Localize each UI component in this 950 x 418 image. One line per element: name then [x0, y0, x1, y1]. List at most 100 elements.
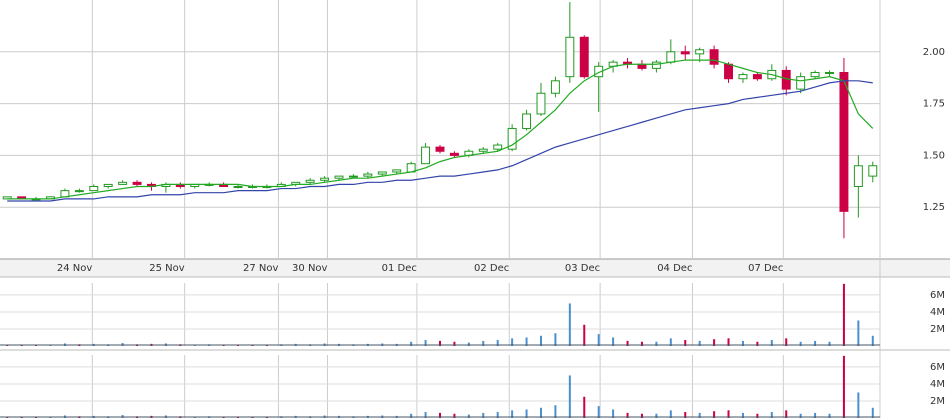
- candle-body: [709, 49, 719, 65]
- x-tick-label: 03 Dec: [565, 263, 600, 274]
- volume-bar: [554, 333, 557, 346]
- volume-bar: [871, 335, 874, 346]
- x-tick-label: 04 Dec: [657, 263, 692, 274]
- x-tick-label: 01 Dec: [382, 263, 417, 274]
- volume-bar: [626, 412, 629, 418]
- volume-bar: [439, 412, 441, 418]
- volume-bar: [568, 303, 571, 346]
- volume-bar: [525, 337, 528, 346]
- y-tick-label: 1.25: [923, 202, 945, 213]
- volume-bar: [770, 340, 773, 346]
- volume-bar: [539, 407, 542, 418]
- x-tick-label: 02 Dec: [474, 263, 509, 274]
- candle-body: [810, 72, 820, 78]
- x-tick-label: 24 Nov: [57, 263, 93, 274]
- volume-bar: [828, 413, 831, 418]
- y-tick-label: 6M: [930, 290, 945, 301]
- volume-bar: [799, 413, 802, 418]
- y-tick-label: 2.00: [923, 47, 945, 58]
- volume-bar: [741, 340, 744, 346]
- volume-bar: [640, 341, 643, 346]
- x-tick-label: 25 Nov: [149, 263, 185, 274]
- candle-body: [752, 74, 762, 80]
- candle-body: [651, 61, 661, 69]
- candle-body: [118, 181, 128, 185]
- volume-bar: [424, 340, 427, 346]
- volume-bar: [467, 342, 470, 346]
- volume-bar: [655, 341, 658, 346]
- volume-bar: [669, 338, 672, 346]
- volume-bar: [482, 340, 485, 346]
- candle-body: [594, 65, 604, 78]
- date-axis-band: [0, 259, 950, 277]
- volume-bar: [612, 409, 615, 418]
- volume-bar: [597, 406, 600, 418]
- candle-body: [853, 165, 863, 187]
- volume-bar: [756, 413, 759, 418]
- y-tick-label: 1.50: [923, 150, 945, 161]
- volume-bar: [6, 345, 9, 346]
- candle-body: [363, 173, 373, 177]
- volume-bar: [785, 338, 788, 346]
- candle-body: [781, 69, 791, 90]
- candle-body: [493, 144, 503, 150]
- volume-bar: [799, 341, 802, 346]
- moving-average-line: [7, 80, 873, 202]
- y-tick-label: 4M: [930, 379, 945, 390]
- candle-body: [320, 177, 330, 181]
- volume-bar: [568, 375, 571, 418]
- x-tick-label: 07 Dec: [748, 263, 783, 274]
- candle-body: [695, 49, 705, 55]
- candle-body: [536, 92, 546, 115]
- volume-bar: [539, 335, 542, 346]
- volume-bar: [453, 413, 456, 418]
- volume-bar: [857, 320, 860, 346]
- candle-body: [392, 169, 402, 173]
- y-tick-label: 1.75: [923, 99, 945, 110]
- volume-bar: [439, 340, 441, 346]
- candle-body: [796, 76, 806, 90]
- volume-bar: [871, 407, 874, 418]
- volume-bar: [698, 412, 701, 418]
- volume-bar: [842, 283, 845, 346]
- candle-body: [334, 175, 344, 179]
- volume-bar: [453, 341, 456, 346]
- volume-bar: [467, 414, 470, 418]
- candle-body: [637, 63, 647, 69]
- volume-bar: [554, 405, 557, 418]
- candle-body: [738, 74, 748, 80]
- candle-body: [89, 185, 99, 192]
- candle-body: [74, 190, 84, 193]
- candle-body: [377, 171, 387, 175]
- volume-bar: [814, 412, 817, 418]
- volume-bar: [583, 396, 586, 418]
- candle-body: [449, 152, 459, 156]
- volume-bar: [640, 413, 643, 418]
- moving-average-line: [7, 59, 874, 200]
- volume-bar: [424, 412, 427, 418]
- volume-bar: [857, 392, 860, 418]
- volume-bar: [49, 345, 52, 346]
- volume-bar: [814, 340, 817, 346]
- candle-body: [565, 36, 575, 78]
- volume-bar: [698, 340, 701, 346]
- volume-bar: [828, 341, 831, 346]
- x-tick-label: 27 Nov: [243, 263, 279, 274]
- volume-bar: [597, 334, 600, 346]
- candle-body: [868, 165, 878, 177]
- y-tick-label: 2M: [930, 324, 945, 335]
- candle-body: [103, 183, 113, 187]
- y-tick-label: 2M: [930, 396, 945, 407]
- volume-bar: [713, 411, 716, 418]
- volume-bar: [612, 337, 615, 346]
- volume-bar: [496, 412, 499, 418]
- volume-bar: [727, 338, 730, 346]
- volume-bar: [511, 410, 514, 418]
- candle-body: [839, 72, 849, 212]
- volume-bar: [684, 340, 687, 346]
- candle-body: [478, 148, 488, 152]
- candle-body: [435, 146, 445, 152]
- y-tick-label: 6M: [930, 362, 945, 373]
- candle-body: [680, 51, 690, 55]
